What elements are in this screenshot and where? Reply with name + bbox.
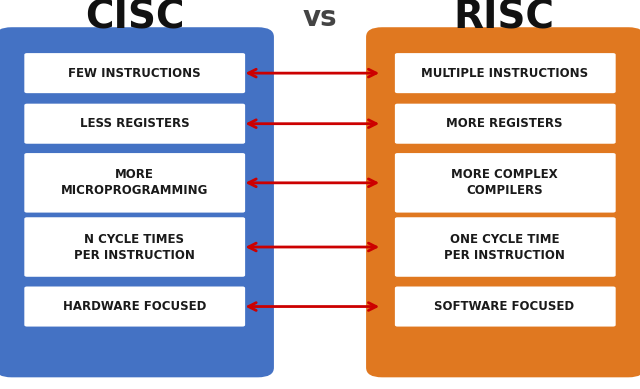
Text: HARDWARE FOCUSED: HARDWARE FOCUSED [63,300,206,313]
FancyBboxPatch shape [24,286,245,327]
FancyBboxPatch shape [395,53,616,93]
FancyBboxPatch shape [24,153,245,212]
Text: ONE CYCLE TIME
PER INSTRUCTION: ONE CYCLE TIME PER INSTRUCTION [444,233,564,261]
FancyBboxPatch shape [395,103,616,144]
Text: MORE REGISTERS: MORE REGISTERS [446,117,563,130]
Text: vs: vs [303,4,337,32]
Text: CISC: CISC [84,0,184,37]
FancyBboxPatch shape [395,286,616,327]
Text: N CYCLE TIMES
PER INSTRUCTION: N CYCLE TIMES PER INSTRUCTION [74,233,195,261]
FancyBboxPatch shape [395,153,616,212]
Text: MORE COMPLEX
COMPILERS: MORE COMPLEX COMPILERS [451,168,557,197]
FancyBboxPatch shape [24,103,245,144]
FancyBboxPatch shape [395,217,616,277]
Text: RISC: RISC [454,0,555,37]
Text: MULTIPLE INSTRUCTIONS: MULTIPLE INSTRUCTIONS [420,67,588,80]
FancyBboxPatch shape [366,27,640,377]
Text: SOFTWARE FOCUSED: SOFTWARE FOCUSED [435,300,574,313]
Text: LESS REGISTERS: LESS REGISTERS [79,117,189,130]
FancyBboxPatch shape [24,53,245,93]
FancyBboxPatch shape [0,27,274,377]
FancyBboxPatch shape [24,217,245,277]
Text: FEW INSTRUCTIONS: FEW INSTRUCTIONS [68,67,201,80]
Text: MORE
MICROPROGRAMMING: MORE MICROPROGRAMMING [61,168,208,197]
